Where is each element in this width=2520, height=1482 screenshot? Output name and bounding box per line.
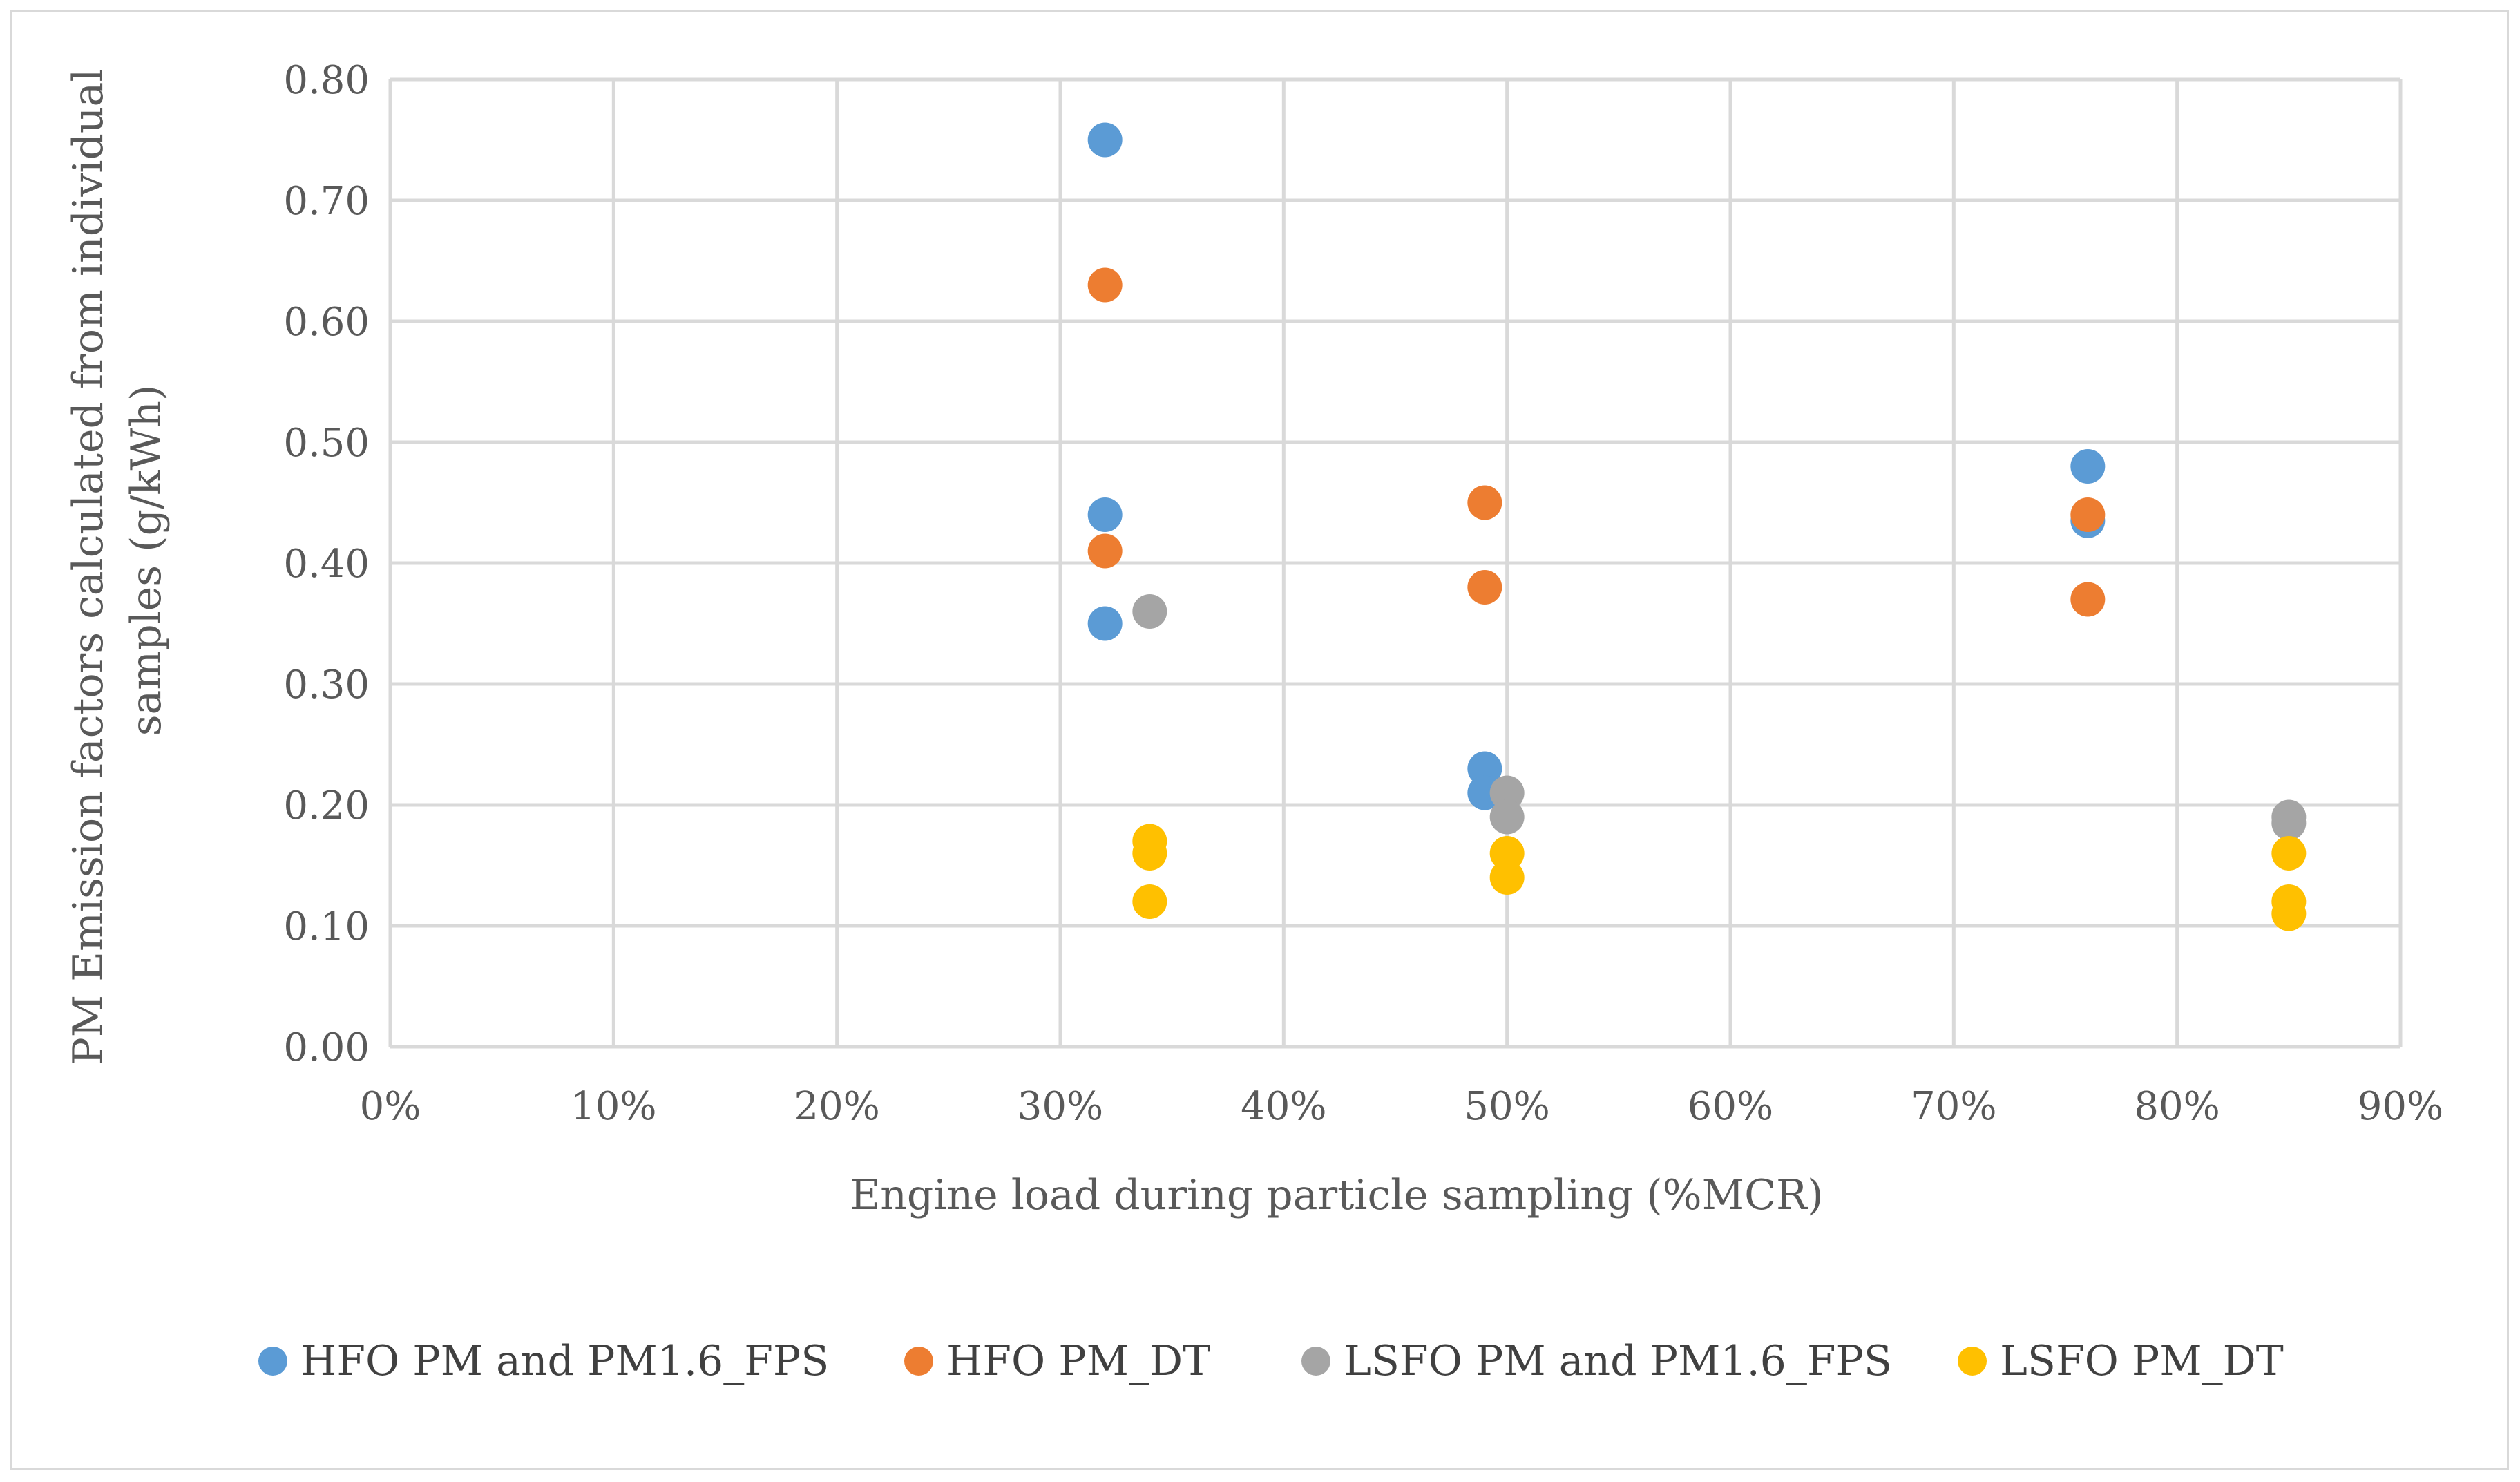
y-tick-label: 0.10 bbox=[283, 904, 370, 949]
x-tick-label: 20% bbox=[794, 1084, 879, 1129]
y-tick-label: 0.70 bbox=[283, 179, 370, 224]
data-point bbox=[1132, 836, 1167, 871]
data-point bbox=[2271, 836, 2307, 871]
y-tick-label: 0.00 bbox=[283, 1025, 370, 1070]
x-tick-label: 40% bbox=[1241, 1084, 1326, 1129]
y-tick-label: 0.30 bbox=[283, 663, 370, 707]
data-point bbox=[2070, 582, 2106, 617]
data-point bbox=[2070, 449, 2106, 484]
data-point bbox=[1087, 533, 1123, 569]
data-point bbox=[2070, 497, 2106, 532]
data-point bbox=[1489, 860, 1525, 895]
y-tick-label: 0.20 bbox=[283, 783, 370, 828]
data-point bbox=[1087, 122, 1123, 158]
legend-marker bbox=[258, 1347, 287, 1376]
data-point bbox=[1087, 267, 1123, 303]
data-point bbox=[1132, 884, 1167, 919]
data-point bbox=[1489, 775, 1525, 810]
x-tick-label: 90% bbox=[2358, 1084, 2443, 1129]
data-point bbox=[1087, 606, 1123, 641]
y-axis-title-line-2: samples (g/kWh) bbox=[122, 385, 171, 737]
y-tick-label: 0.60 bbox=[283, 300, 370, 345]
x-tick-label: 30% bbox=[1018, 1084, 1103, 1129]
legend: HFO PM and PM1.6_FPS HFO PM_DT LSFO PM and… bbox=[258, 1337, 2284, 1385]
x-axis-title: Engine load during particle sampling (%M… bbox=[850, 1171, 1823, 1219]
y-axis-title-line-1: PM Emission factors calculated from indi… bbox=[64, 68, 113, 1065]
data-point bbox=[1467, 751, 1502, 786]
y-tick-label: 0.40 bbox=[283, 542, 370, 587]
y-tick-label: 0.50 bbox=[283, 421, 370, 466]
data-point bbox=[1087, 497, 1123, 532]
chart-frame bbox=[10, 10, 2509, 1470]
legend-label: HFO PM_DT bbox=[946, 1337, 1210, 1385]
x-tick-label: 50% bbox=[1464, 1084, 1549, 1129]
legend-label: LSFO PM_DT bbox=[2000, 1337, 2284, 1385]
points-layer bbox=[1087, 122, 2307, 931]
legend-marker bbox=[1301, 1347, 1330, 1376]
data-point bbox=[1467, 570, 1502, 605]
y-axis-title: PM Emission factors calculated from indi… bbox=[64, 55, 171, 1065]
grid-layer bbox=[388, 77, 2403, 1049]
data-point bbox=[2271, 896, 2307, 931]
y-tick-label: 0.80 bbox=[283, 58, 370, 103]
data-point bbox=[1467, 485, 1502, 520]
legend-marker bbox=[904, 1347, 933, 1376]
legend-label: LSFO PM and PM1.6_FPS bbox=[1344, 1337, 1892, 1385]
x-tick-label: 60% bbox=[1688, 1084, 1773, 1129]
data-point bbox=[1489, 836, 1525, 871]
x-tick-label: 10% bbox=[571, 1084, 656, 1129]
x-tick-label: 0% bbox=[360, 1084, 421, 1129]
legend-label: HFO PM and PM1.6_FPS bbox=[300, 1337, 829, 1385]
data-point bbox=[1489, 799, 1525, 835]
data-point bbox=[2271, 806, 2307, 841]
legend-marker bbox=[1958, 1347, 1987, 1376]
x-tick-label: 80% bbox=[2134, 1084, 2220, 1129]
axis-layer: 0.00 0.10 0.20 0.30 0.40 0.50 0.60 0.70 0.80 0% 10… bbox=[283, 58, 2443, 1129]
x-tick-label: 70% bbox=[1911, 1084, 1996, 1129]
data-point bbox=[1132, 594, 1167, 629]
